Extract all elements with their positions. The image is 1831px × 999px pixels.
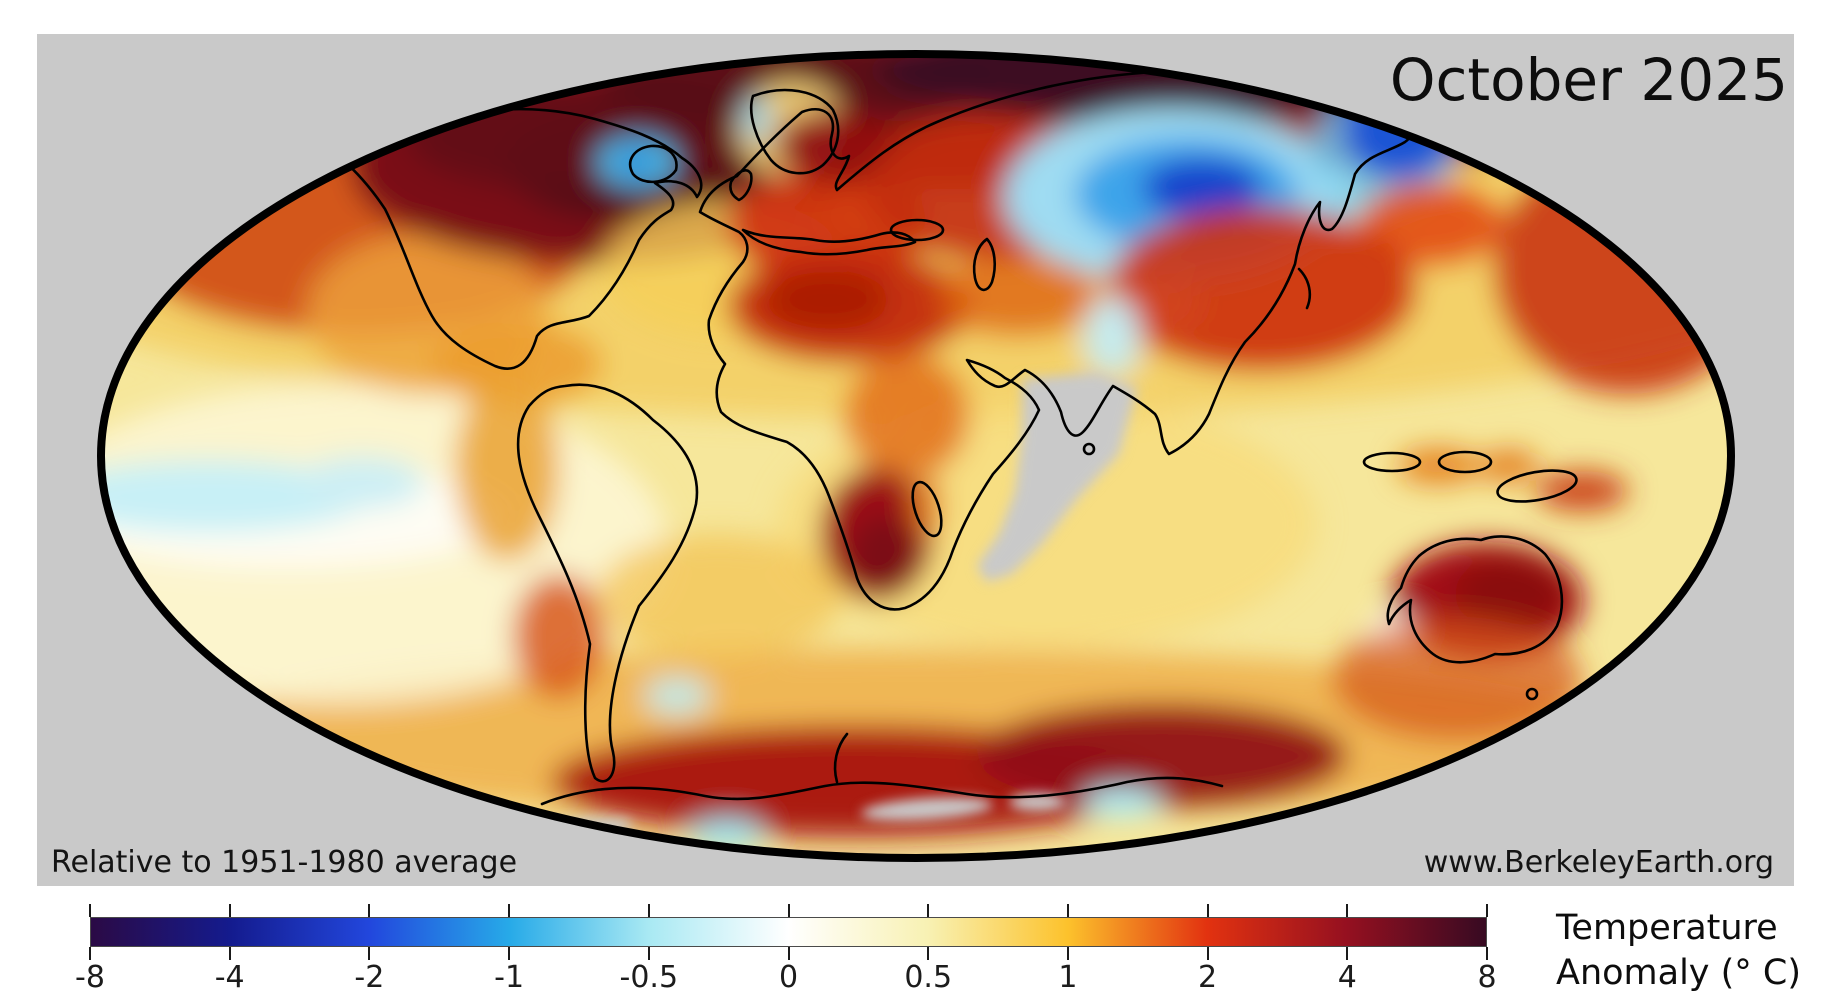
colorbar-tick-label: 8 [1477,960,1497,995]
source-url: www.BerkeleyEarth.org [1423,845,1774,880]
colorbar-gradient [90,917,1487,947]
colorbar-tick-label: -2 [354,960,385,995]
colorbar-tick-mark [927,904,930,917]
colorbar-tick-label: 0 [778,960,799,995]
colorbar [89,904,1488,960]
colorbar-tick-mark [647,947,650,960]
colorbar-tick-mark [368,904,371,917]
colorbar-tick-mark [228,947,231,960]
colorbar-label-line2: Anomaly (° C) [1556,953,1802,993]
colorbar-tick-mark [1486,947,1488,960]
colorbar-tick-mark [1066,947,1069,960]
colorbar-tick-mark [1206,904,1209,917]
colorbar-tick-mark [787,904,790,917]
colorbar-tick-mark [368,947,371,960]
page-title: October 2025 [1389,46,1788,114]
colorbar-tick-mark [508,904,511,917]
colorbar-tick-mark [1346,904,1349,917]
colorbar-tick-mark [89,904,91,917]
colorbar-tick-label: -8 [75,960,105,995]
colorbar-tick-mark [927,947,930,960]
colorbar-tick-mark [89,947,91,960]
temperature-field [101,54,1731,858]
colorbar-tick-mark [228,904,231,917]
colorbar-label: Temperature Anomaly (° C) [1556,906,1801,996]
world-map [97,50,1735,862]
globe-outline [97,50,1735,862]
colorbar-tick-mark [787,947,790,960]
colorbar-tick-label: 0.5 [904,960,953,995]
colorbar-tick-label: 4 [1337,960,1357,995]
colorbar-tick-labels: -8 -4 -2 -1 -0.5 0 0.5 1 2 4 8 [75,960,1497,998]
baseline-note: Relative to 1951-1980 average [51,845,518,880]
colorbar-tick-mark [508,947,511,960]
colorbar-tick-mark [1486,904,1488,917]
colorbar-tick-mark [1346,947,1349,960]
colorbar-tick-label: 1 [1058,960,1078,995]
colorbar-tick-mark [647,904,650,917]
colorbar-label-line1: Temperature [1556,908,1778,948]
colorbar-tick-label: -4 [214,960,245,995]
colorbar-tick-label: -1 [494,960,525,995]
colorbar-tick-mark [1206,947,1209,960]
colorbar-tick-mark [1066,904,1069,917]
map-panel: October 2025 Relative to 1951-1980 avera… [37,34,1794,886]
colorbar-tick-label: 2 [1198,960,1218,995]
colorbar-tick-label: -0.5 [619,960,679,995]
